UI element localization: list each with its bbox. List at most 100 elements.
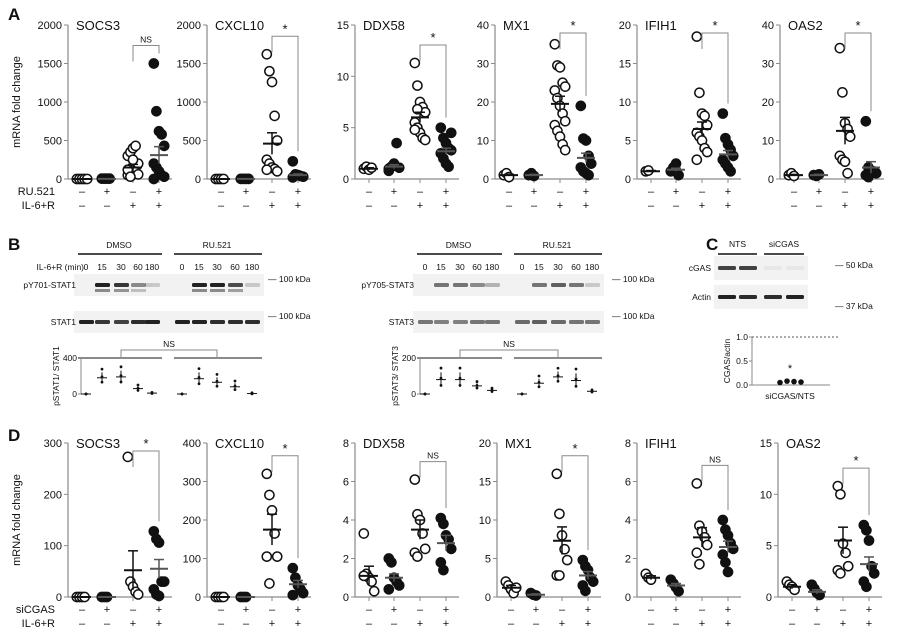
data-point — [691, 478, 703, 489]
blot-band — [786, 266, 804, 270]
timepoint-label: 30 — [553, 262, 563, 272]
significance-label: * — [282, 441, 287, 456]
data-point — [694, 558, 705, 570]
y-tick-label: 4 — [625, 515, 631, 527]
plot-title: CXCL10 — [215, 18, 264, 33]
significance-bracket — [419, 44, 447, 118]
sign-label: + — [868, 200, 874, 212]
panel-letter-c: C — [706, 235, 718, 254]
y-tick-label: 8 — [625, 438, 631, 450]
y-tick-label: 0.0 — [736, 380, 748, 390]
timepoint-label: 30 — [212, 262, 222, 272]
data-point — [180, 392, 184, 396]
data-point — [835, 488, 846, 500]
sign-label: – — [842, 186, 849, 198]
sign-label: + — [699, 618, 705, 630]
sign-label: + — [443, 618, 449, 630]
y-tick-label: 2000 — [38, 20, 62, 32]
y-tick-label: 0 — [766, 592, 772, 604]
blot-band — [485, 320, 500, 324]
panel-letter-b: B — [8, 235, 20, 254]
y-tick-label: 20 — [762, 97, 774, 109]
data-point — [215, 372, 219, 376]
data-point — [445, 144, 457, 156]
data-point — [575, 100, 587, 112]
data-point — [585, 158, 597, 169]
sign-label: + — [531, 186, 537, 198]
data-point — [122, 451, 134, 463]
data-point — [271, 165, 283, 177]
data-point — [393, 580, 405, 591]
data-point — [673, 169, 684, 181]
data-point — [842, 167, 853, 179]
data-point — [151, 105, 162, 117]
timepoint-label: 30 — [116, 262, 126, 272]
y-tick-label: 1000 — [38, 97, 62, 109]
significance-label: NS — [140, 35, 152, 45]
sign-label: + — [243, 186, 249, 198]
blot-band — [786, 295, 804, 299]
significance-label: NS — [709, 454, 721, 464]
plot-title: SOCS3 — [76, 436, 120, 451]
plot-title: IFIH1 — [645, 436, 677, 451]
y-tick-label: 1500 — [177, 59, 201, 71]
sign-label: + — [104, 186, 110, 198]
y-tick-label: 10 — [762, 136, 774, 148]
plot-title: MX1 — [503, 18, 530, 33]
timepoint-label: 0 — [84, 262, 89, 272]
data-point — [670, 158, 682, 169]
sign-label: – — [366, 618, 373, 630]
data-point — [863, 171, 874, 183]
data-point — [551, 468, 563, 480]
data-point — [261, 164, 273, 176]
data-point — [100, 375, 104, 379]
data-point — [701, 146, 713, 158]
y-tick-label: 0 — [343, 592, 349, 604]
data-point — [791, 378, 797, 385]
y-tick-label: 0 — [56, 592, 62, 604]
timepoint-label: 0 — [520, 262, 525, 272]
sign-label: + — [443, 604, 449, 616]
y-tick-label: 15 — [479, 477, 491, 489]
sign-label: + — [417, 200, 423, 212]
significance-bracket — [132, 450, 160, 522]
kda-marker: — 37 kDa — [835, 301, 873, 311]
timepoint-label: 180 — [145, 262, 159, 272]
significance-bracket — [120, 349, 218, 358]
y-tick-label: 0 — [768, 174, 774, 186]
sign-label: + — [391, 186, 397, 198]
data-point — [863, 535, 875, 546]
y-tick-label: 500 — [44, 136, 62, 148]
condition-label: NTS — [729, 239, 746, 249]
y-tick-label: 500 — [183, 136, 201, 148]
data-point — [197, 376, 201, 379]
blot-band — [210, 320, 225, 324]
data-point — [409, 474, 421, 485]
data-point — [261, 468, 273, 480]
panel-letter-a: A — [8, 5, 20, 24]
data-point — [130, 140, 141, 152]
significance-label: * — [430, 30, 435, 45]
data-point — [153, 590, 165, 602]
y-tick-label: 1.0 — [736, 332, 748, 342]
y-tick-label: 5 — [766, 541, 772, 553]
timepoint-label: 60 — [230, 262, 240, 272]
y-tick-label: 0 — [483, 174, 489, 186]
sign-label: – — [366, 200, 373, 212]
sign-label: + — [583, 200, 589, 212]
y-tick-label: 10 — [477, 136, 489, 148]
sign-label: + — [156, 618, 162, 630]
sign-label: – — [218, 186, 225, 198]
data-point — [125, 171, 136, 183]
blot-band — [485, 283, 500, 287]
significance-bracket — [701, 464, 729, 510]
plot-title: DDX58 — [363, 18, 405, 33]
blot-band-lower — [192, 289, 207, 292]
blot-band — [245, 320, 260, 324]
sign-label: – — [699, 604, 706, 616]
blot-band-lower — [114, 289, 129, 292]
y-axis-label: pSTAT3/ STAT3 — [390, 346, 400, 406]
data-point — [798, 379, 804, 385]
data-point — [197, 382, 201, 386]
y-tick-label: 0.5 — [736, 356, 748, 366]
